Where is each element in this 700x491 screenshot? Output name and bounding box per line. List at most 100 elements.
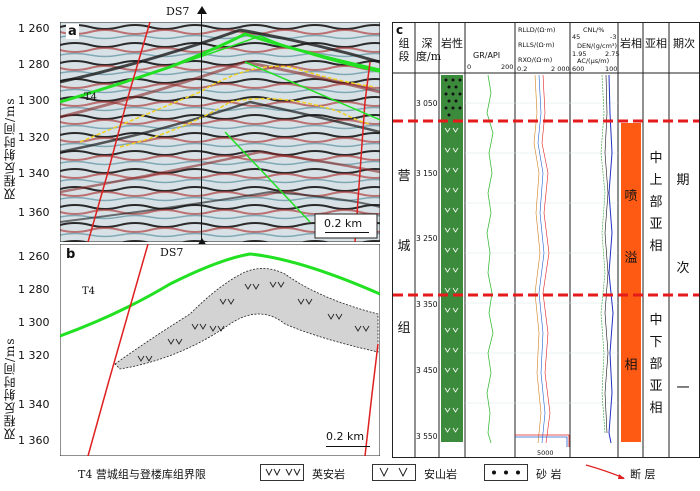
sandstone-dots (444, 78, 462, 117)
header-rxo: RXO/(Ω·m) (518, 56, 553, 64)
ytick-b: 1 360 (18, 434, 50, 447)
andesite-icon (379, 467, 408, 478)
subfacies-char: 部 (649, 195, 663, 210)
header-gr: GR/API (473, 51, 501, 60)
well-arrow-b-icon (197, 238, 207, 246)
header-ac: AC/(μs/m) (577, 57, 610, 65)
dacite-symbols (137, 281, 370, 362)
header-gr-min: 0 (467, 63, 472, 71)
depth-label: 3 150 (416, 169, 438, 178)
header-ac-max: 100 (605, 65, 618, 73)
subfacies-char: 中 (649, 151, 663, 166)
ytick-b: 1 300 (18, 316, 50, 329)
header-den-max: 2.75 (605, 50, 620, 58)
ytick-b: 1 260 (18, 250, 50, 263)
fault-line-a2 (354, 61, 371, 243)
rlls-curve (537, 74, 546, 444)
panel-b: b T4 DS7 0.2 km (59, 243, 381, 457)
stage-char: 期 (676, 173, 690, 188)
scale-bar-b (326, 446, 370, 447)
panel-c: c 组段 深度/m 岩性 GR/API 0 200 RLLD/(Ω·m) RLL… (392, 22, 700, 458)
subfacies-char: 亚 (649, 217, 663, 232)
panel-a: a T4 0.2 km (59, 21, 386, 243)
well-label-b: DS7 (160, 246, 184, 259)
header-den-min: 1.95 (572, 50, 587, 58)
subfacies-char: 相 (649, 401, 663, 416)
legend-dacite-swatch (260, 464, 304, 481)
ytick-a: 1 260 (18, 22, 50, 35)
header-facies: 岩相 (620, 37, 642, 50)
sandstone-icon (492, 470, 520, 475)
ac-curve (604, 74, 609, 434)
header-cnl-max: -3 (610, 33, 617, 41)
panel-c-label: c (396, 23, 404, 37)
subfacies-char: 上 (649, 173, 663, 188)
ytick-a: 1 360 (18, 206, 50, 219)
facies-char: 喷 (624, 189, 638, 204)
rlld-curve (541, 74, 551, 444)
header-rlld: RLLD/(Ω·m) (518, 26, 556, 34)
ytick-a: 1 300 (18, 94, 50, 107)
stage-char: 一 (676, 381, 690, 396)
well-label-a: DS7 (166, 5, 190, 18)
ytick-a: 1 340 (18, 167, 50, 180)
legend-fault-swatch (584, 462, 628, 482)
dacite-pattern (444, 127, 459, 433)
header-ac-min: 600 (572, 65, 585, 73)
subfacies-char: 亚 (649, 379, 663, 394)
gr-curve (486, 74, 494, 444)
ytick-b: 1 280 (18, 283, 50, 296)
legend-dacite: 英安岩 (312, 468, 345, 481)
legend-andesite-swatch (372, 464, 416, 481)
den-curve (608, 74, 614, 444)
header-den: DEN/(g/cm³) (577, 42, 618, 50)
panel-b-label: b (66, 247, 76, 262)
t4-horizon-a (59, 32, 381, 104)
header-group: 组段 (398, 37, 410, 63)
legend-sandstone: 砂 岩 (536, 468, 562, 481)
well-line (201, 8, 202, 456)
ylabel-b: 双程反射时间/ms (3, 337, 17, 440)
group-char: 组 (397, 321, 411, 336)
log-grid (393, 23, 699, 457)
scale-label-b: 0.2 km (326, 430, 365, 443)
depth-label: 3 350 (416, 300, 438, 309)
legend-fault: 断 层 (630, 468, 656, 481)
dacite-body (114, 268, 379, 370)
scale-bar-a (325, 232, 369, 233)
rxo-curve (533, 74, 542, 444)
group-char: 营 (397, 169, 411, 184)
scale-label-a: 0.2 km (324, 217, 363, 230)
header-cnl: CNL/% (583, 26, 605, 34)
ytick-a: 1 320 (18, 131, 50, 144)
cnl-curve (600, 74, 606, 434)
facies-char: 溢 (624, 251, 638, 266)
depth-label: 3 450 (416, 366, 438, 375)
fault-line-a1 (87, 21, 151, 243)
subfacies-char: 中 (649, 313, 663, 328)
legend-andesite: 安山岩 (424, 468, 457, 481)
ylabel-a: 双程反射时间/ms (3, 97, 17, 200)
ytick-a: 1 280 (18, 58, 50, 71)
facies-bar (621, 123, 641, 442)
bottom-scale-value: 5000 (537, 449, 554, 457)
stage-char: 次 (676, 261, 690, 276)
depth-label: 3 250 (416, 234, 438, 243)
subfacies-char: 部 (649, 357, 663, 372)
lithology-bar (441, 75, 463, 442)
subfacies-char: 相 (649, 239, 663, 254)
panel-a-label: a (66, 24, 79, 39)
header-lithology: 岩性 (441, 37, 463, 50)
header-gr-max: 200 (501, 63, 514, 71)
header-res-min: 0.2 (517, 65, 528, 73)
header-res-max: 2 000 (551, 65, 570, 73)
header-stage: 期次 (673, 37, 695, 50)
group-char: 城 (397, 239, 411, 254)
header-subfacies: 亚相 (645, 37, 667, 50)
horizon-label-b: T4 (82, 286, 96, 297)
header-depth: 深度/m (416, 37, 442, 63)
ytick-b: 1 340 (18, 398, 50, 411)
dacite-icon (265, 468, 301, 477)
fault-line-b1 (87, 243, 149, 457)
fault-icon (585, 464, 625, 479)
